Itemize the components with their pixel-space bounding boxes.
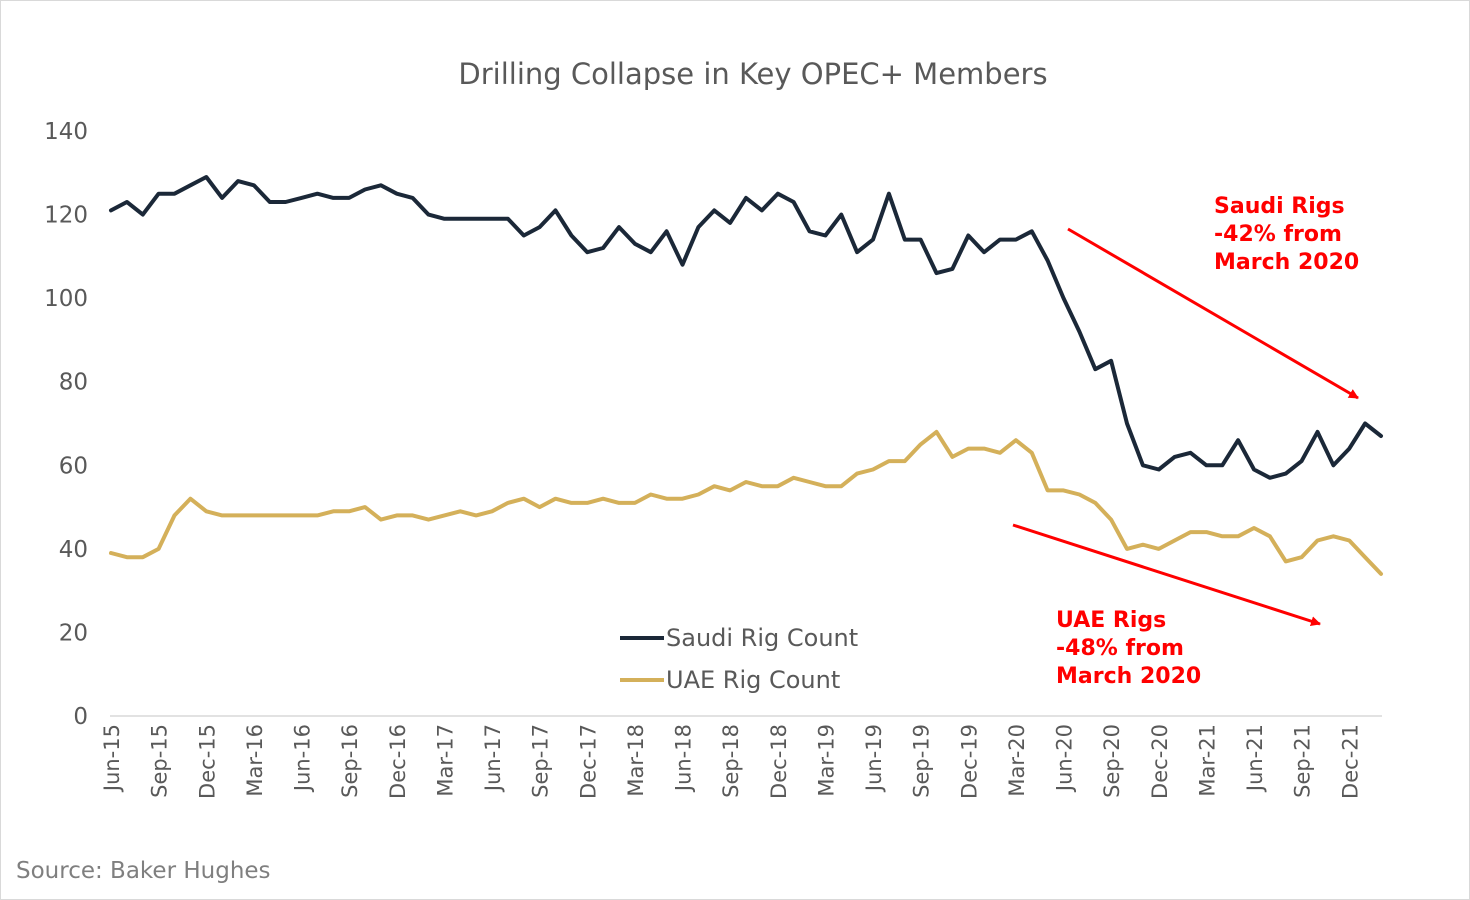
saudi-trend-arrow [1067,227,1359,400]
series-line-saudi [109,175,1383,480]
x-tick-label: Jun-15 [100,724,124,793]
x-tick-label: Mar-20 [1005,724,1029,797]
uae-annotation: UAE Rigs -48% from March 2020 [1056,608,1201,689]
y-tick-label: 120 [44,203,88,229]
x-tick-label: Jun-17 [481,724,505,793]
x-tick-label: Jun-20 [1053,724,1077,793]
x-tick-label: Dec-15 [195,724,219,799]
saudi-annotation-line-2: -42% from [1214,222,1342,247]
x-tick-label: Mar-18 [624,724,648,797]
legend-label-uae: UAE Rig Count [666,666,840,694]
y-tick-label: 100 [44,286,88,312]
y-tick-label: 20 [59,620,88,646]
saudi-annotation: Saudi Rigs -42% from March 2020 [1214,194,1359,275]
series-group [109,175,1383,576]
x-tick-label: Sep-20 [1100,724,1124,798]
x-tick-label: Jun-21 [1243,724,1267,793]
x-tick-label: Sep-15 [148,724,172,798]
saudi-annotation-line-3: March 2020 [1214,250,1359,275]
x-tick-label: Dec-21 [1338,724,1362,799]
x-tick-label: Dec-16 [386,724,410,799]
legend-label-saudi: Saudi Rig Count [666,624,858,652]
x-tick-label: Sep-21 [1291,724,1315,798]
x-tick-label: Mar-21 [1195,724,1219,797]
y-tick-label: 40 [59,537,88,563]
uae-annotation-line-2: -48% from [1056,636,1184,661]
x-tick-label: Dec-19 [957,724,981,799]
x-tick-label: Jun-18 [672,724,696,793]
y-axis-ticks: 0 20 40 60 80 100 120 140 [44,119,88,730]
y-tick-label: 80 [59,370,88,396]
x-tick-label: Jun-16 [291,724,315,793]
x-tick-label: Sep-18 [719,724,743,798]
y-tick-label: 60 [59,453,88,479]
y-tick-label: 140 [44,119,88,145]
x-tick-label: Sep-16 [338,724,362,798]
y-tick-label: 0 [73,704,88,730]
x-tick-label: Sep-19 [910,724,934,798]
x-tick-label: Mar-16 [243,724,267,797]
chart-title: Drilling Collapse in Key OPEC+ Members [458,57,1047,91]
series-line-uae [109,429,1383,576]
source-note: Source: Baker Hughes [16,858,271,884]
x-axis-ticks: Jun-15 Sep-15 Dec-15 Mar-16 Jun-16 Sep-16 Dec-… [100,724,1362,799]
x-tick-label: Dec-20 [1148,724,1172,799]
uae-trend-arrow [1012,523,1321,626]
x-tick-label: Dec-17 [576,724,600,799]
x-tick-label: Mar-19 [814,724,838,797]
saudi-annotation-line-1: Saudi Rigs [1214,194,1345,219]
x-tick-label: Dec-18 [767,724,791,799]
x-tick-label: Sep-17 [529,724,553,798]
uae-annotation-line-1: UAE Rigs [1056,608,1166,633]
x-tick-label: Mar-17 [433,724,457,797]
x-tick-label: Jun-19 [862,724,886,793]
uae-annotation-line-3: March 2020 [1056,664,1201,689]
